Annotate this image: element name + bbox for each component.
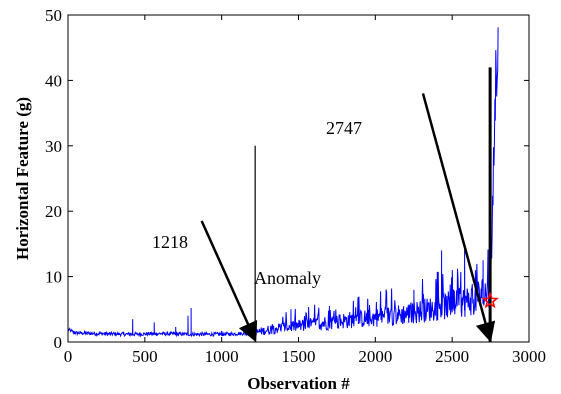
- x-tick-label: 2500: [435, 347, 469, 366]
- annotation-arrow: [421, 93, 496, 343]
- y-tick-label: 0: [54, 333, 63, 352]
- series-line: [67, 27, 499, 338]
- anomaly-star-marker: [481, 291, 499, 309]
- annotation-label-2747: 2747: [326, 118, 362, 138]
- y-tick-label: 30: [45, 137, 62, 156]
- series-layer: [67, 27, 499, 338]
- overlay-layer: [200, 67, 499, 343]
- x-tick-label: 1500: [282, 347, 316, 366]
- y-tick-label: 10: [45, 268, 62, 287]
- x-tick-label: 2000: [358, 347, 392, 366]
- y-axis-label: Horizontal Feature (g): [13, 97, 32, 260]
- annotation-arrow: [200, 220, 258, 343]
- x-tick-label: 0: [64, 347, 73, 366]
- x-tick-label: 500: [132, 347, 158, 366]
- x-tick-label: 1000: [205, 347, 239, 366]
- y-tick-label: 40: [45, 71, 62, 90]
- y-tick-label: 20: [45, 202, 62, 221]
- annotation-label-anomaly: Anomaly: [254, 268, 321, 288]
- x-axis-label: Observation #: [247, 374, 350, 393]
- axis-layer: 0 500 1000 1500 2000 2500 3000 0 10 20 30 40 50: [45, 6, 546, 366]
- x-tick-label: 3000: [512, 347, 546, 366]
- annotation-label-1218: 1218: [152, 232, 188, 252]
- y-tick-label: 50: [45, 6, 62, 25]
